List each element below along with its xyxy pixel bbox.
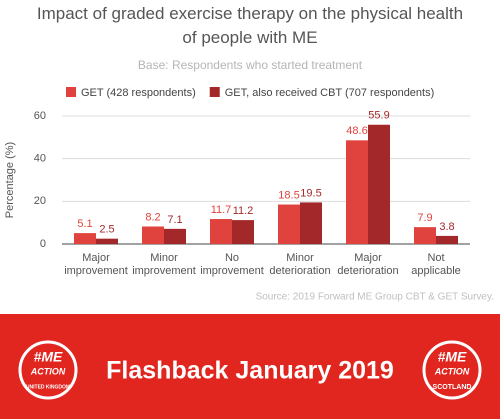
source-note: Source: 2019 Forward ME Group CBT & GET … <box>256 292 494 303</box>
x-tick-label: Minor improvement <box>132 252 196 277</box>
data-label: 11.2 <box>233 205 254 217</box>
text-line: Not <box>427 252 444 264</box>
bar <box>278 204 300 244</box>
banner-background <box>0 314 500 419</box>
text-line: Minor <box>286 252 314 264</box>
text-line: deterioration <box>337 265 398 277</box>
bar <box>300 202 322 244</box>
legend-swatch <box>66 87 76 97</box>
chart-subtitle: Base: Respondents who started treatment <box>138 58 363 72</box>
data-label: 18.5 <box>278 189 299 201</box>
logo-circle <box>18 340 78 400</box>
text-line: applicable <box>411 265 461 277</box>
legend-label: GET (428 respondents) <box>81 87 196 99</box>
x-tick-label: Not applicable <box>411 252 461 277</box>
data-label: 8.2 <box>145 211 160 223</box>
text-line: improvement <box>200 265 264 277</box>
logo-tag: #ME <box>438 349 467 365</box>
text-line: No <box>225 252 239 264</box>
x-tick-label: Minor deterioration <box>269 252 330 277</box>
x-tick-label: Major improvement <box>64 252 128 277</box>
bar <box>414 227 436 244</box>
logo-circle <box>422 340 482 400</box>
logo-region: UNITED KINGDOM <box>26 384 70 390</box>
data-label: 11.7 <box>211 204 232 216</box>
bar <box>164 228 186 244</box>
y-tick-label: 20 <box>34 195 46 207</box>
data-label: 3.8 <box>439 221 454 233</box>
y-tick-label: 0 <box>40 238 46 250</box>
x-tick-label: Major deterioration <box>337 252 398 277</box>
text-line: Major <box>354 252 382 264</box>
text-line: deterioration <box>269 265 330 277</box>
logo-region: SCOTLAND <box>433 384 472 391</box>
text-line: Minor <box>150 252 178 264</box>
logo-name: ACTION <box>30 366 66 376</box>
bar <box>368 124 390 244</box>
data-label: 55.9 <box>368 110 389 122</box>
logo-tag: #ME <box>34 349 63 365</box>
y-tick-label: 60 <box>34 110 46 122</box>
y-tick-label: 40 <box>34 153 46 165</box>
bar <box>232 220 254 244</box>
legend-label: GET, also received CBT (707 respondents) <box>225 87 435 99</box>
text-line: improvement <box>132 265 196 277</box>
bar <box>74 233 96 244</box>
data-label: 48.6 <box>346 125 367 137</box>
bar <box>142 226 164 244</box>
bar <box>210 219 232 244</box>
x-tick-label: No improvement <box>200 252 264 277</box>
data-label: 7.9 <box>417 212 432 224</box>
bar <box>436 235 458 244</box>
data-label: 7.1 <box>167 214 182 226</box>
text-line: Major <box>82 252 110 264</box>
data-label: 19.5 <box>300 187 321 199</box>
logo-name: ACTION <box>434 366 470 376</box>
y-axis-label: Percentage (%) <box>4 142 16 218</box>
text-line: of people with ME <box>182 28 317 47</box>
text-line: improvement <box>64 265 128 277</box>
bar <box>346 140 368 244</box>
data-label: 5.1 <box>77 218 92 230</box>
bar <box>96 238 118 244</box>
text-line: Impact of graded exercise therapy on the… <box>37 4 463 23</box>
legend-swatch <box>209 87 220 97</box>
data-label: 2.5 <box>99 224 114 236</box>
chart-background <box>0 0 500 312</box>
chart-title: Impact of graded exercise therapy on the… <box>37 4 463 47</box>
banner-text: Flashback January 2019 <box>106 357 394 385</box>
